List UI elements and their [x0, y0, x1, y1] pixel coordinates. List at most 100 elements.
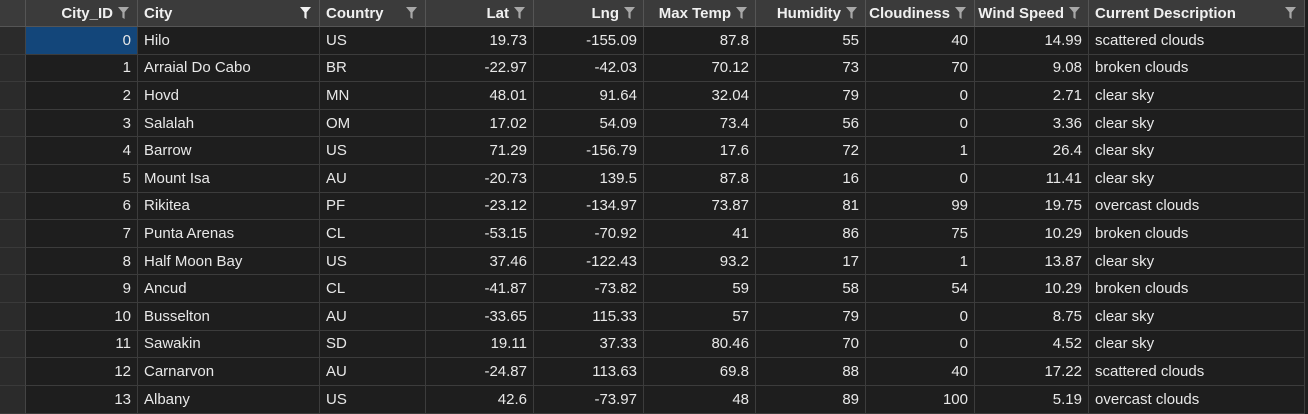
table-cell[interactable]: 19.75 — [975, 192, 1089, 221]
row-header[interactable] — [0, 330, 26, 359]
table-cell[interactable]: 59 — [644, 275, 756, 303]
table-cell[interactable]: 1 — [866, 247, 975, 276]
table-cell[interactable]: broken clouds — [1089, 275, 1305, 303]
table-cell[interactable]: BR — [320, 54, 426, 83]
table-cell[interactable]: 8 — [26, 247, 138, 276]
table-cell[interactable]: 70.12 — [644, 54, 756, 83]
row-header[interactable] — [0, 275, 26, 303]
table-cell[interactable]: 11.41 — [975, 164, 1089, 193]
table-cell[interactable]: MN — [320, 82, 426, 110]
table-cell[interactable]: 9 — [26, 275, 138, 303]
table-cell[interactable]: AU — [320, 164, 426, 193]
table-cell[interactable]: 91.64 — [534, 82, 644, 110]
table-cell[interactable]: 5.19 — [975, 385, 1089, 414]
select-all-corner[interactable] — [0, 0, 26, 27]
table-cell[interactable]: 7 — [26, 220, 138, 248]
table-cell[interactable]: -73.82 — [534, 275, 644, 303]
table-cell[interactable]: 12 — [26, 358, 138, 386]
table-cell[interactable]: -42.03 — [534, 54, 644, 83]
table-cell[interactable]: 19.73 — [426, 27, 534, 55]
table-cell[interactable]: AU — [320, 358, 426, 386]
table-cell[interactable]: -24.87 — [426, 358, 534, 386]
column-header-city[interactable]: City — [138, 0, 320, 27]
table-cell[interactable]: 37.33 — [534, 330, 644, 359]
table-cell[interactable]: 41 — [644, 220, 756, 248]
table-cell[interactable]: Hovd — [138, 82, 320, 110]
column-header-lat[interactable]: Lat — [426, 0, 534, 27]
filter-icon[interactable] — [1285, 7, 1296, 19]
column-header-max-temp[interactable]: Max Temp — [644, 0, 756, 27]
table-cell[interactable]: 19.11 — [426, 330, 534, 359]
filter-icon[interactable] — [406, 7, 417, 19]
filter-icon[interactable] — [514, 7, 525, 19]
table-cell[interactable]: SD — [320, 330, 426, 359]
table-cell[interactable]: overcast clouds — [1089, 192, 1305, 221]
table-cell[interactable]: 1 — [866, 137, 975, 165]
table-cell[interactable]: 69.8 — [644, 358, 756, 386]
row-header[interactable] — [0, 137, 26, 165]
table-cell[interactable]: CL — [320, 275, 426, 303]
table-cell[interactable]: 0 — [866, 109, 975, 138]
column-header-wind-speed[interactable]: Wind Speed — [975, 0, 1089, 27]
table-cell[interactable]: 139.5 — [534, 164, 644, 193]
table-cell[interactable]: 0 — [866, 330, 975, 359]
row-header[interactable] — [0, 54, 26, 83]
table-cell[interactable]: 58 — [756, 275, 866, 303]
row-header[interactable] — [0, 302, 26, 331]
table-cell[interactable]: Salalah — [138, 109, 320, 138]
table-cell[interactable]: -122.43 — [534, 247, 644, 276]
table-cell[interactable]: 86 — [756, 220, 866, 248]
table-cell[interactable]: 0 — [26, 27, 138, 55]
table-cell[interactable]: 81 — [756, 192, 866, 221]
table-cell[interactable]: AU — [320, 302, 426, 331]
table-cell[interactable]: -53.15 — [426, 220, 534, 248]
table-cell[interactable]: Sawakin — [138, 330, 320, 359]
table-cell[interactable]: 8.75 — [975, 302, 1089, 331]
table-cell[interactable]: 79 — [756, 82, 866, 110]
table-cell[interactable]: overcast clouds — [1089, 385, 1305, 414]
table-cell[interactable]: US — [320, 247, 426, 276]
table-cell[interactable]: clear sky — [1089, 247, 1305, 276]
table-cell[interactable]: Albany — [138, 385, 320, 414]
table-cell[interactable]: 16 — [756, 164, 866, 193]
table-cell[interactable]: -70.92 — [534, 220, 644, 248]
table-cell[interactable]: Mount Isa — [138, 164, 320, 193]
table-cell[interactable]: 79 — [756, 302, 866, 331]
column-header-current-description[interactable]: Current Description — [1089, 0, 1305, 27]
table-cell[interactable]: 32.04 — [644, 82, 756, 110]
table-cell[interactable]: Punta Arenas — [138, 220, 320, 248]
table-cell[interactable]: Busselton — [138, 302, 320, 331]
table-cell[interactable]: 113.63 — [534, 358, 644, 386]
table-cell[interactable]: Carnarvon — [138, 358, 320, 386]
table-cell[interactable]: Half Moon Bay — [138, 247, 320, 276]
table-cell[interactable]: Barrow — [138, 137, 320, 165]
table-cell[interactable]: 54.09 — [534, 109, 644, 138]
column-header-city-id[interactable]: City_ID — [26, 0, 138, 27]
table-cell[interactable]: 14.99 — [975, 27, 1089, 55]
table-cell[interactable]: 6 — [26, 192, 138, 221]
table-cell[interactable]: 54 — [866, 275, 975, 303]
table-cell[interactable]: US — [320, 385, 426, 414]
table-cell[interactable]: 13.87 — [975, 247, 1089, 276]
row-header[interactable] — [0, 220, 26, 248]
table-cell[interactable]: clear sky — [1089, 109, 1305, 138]
filter-icon[interactable] — [1069, 7, 1080, 19]
row-header[interactable] — [0, 247, 26, 276]
column-header-country[interactable]: Country — [320, 0, 426, 27]
table-cell[interactable]: Hilo — [138, 27, 320, 55]
table-cell[interactable]: 2.71 — [975, 82, 1089, 110]
table-cell[interactable]: 17.22 — [975, 358, 1089, 386]
table-cell[interactable]: 56 — [756, 109, 866, 138]
table-cell[interactable]: 99 — [866, 192, 975, 221]
table-cell[interactable]: 40 — [866, 27, 975, 55]
table-cell[interactable]: clear sky — [1089, 164, 1305, 193]
table-cell[interactable]: 93.2 — [644, 247, 756, 276]
table-cell[interactable]: clear sky — [1089, 137, 1305, 165]
table-cell[interactable]: 87.8 — [644, 164, 756, 193]
table-cell[interactable]: 0 — [866, 302, 975, 331]
table-cell[interactable]: 87.8 — [644, 27, 756, 55]
filter-icon[interactable] — [300, 7, 311, 19]
table-cell[interactable]: 48.01 — [426, 82, 534, 110]
table-cell[interactable]: 10.29 — [975, 275, 1089, 303]
table-cell[interactable]: 72 — [756, 137, 866, 165]
